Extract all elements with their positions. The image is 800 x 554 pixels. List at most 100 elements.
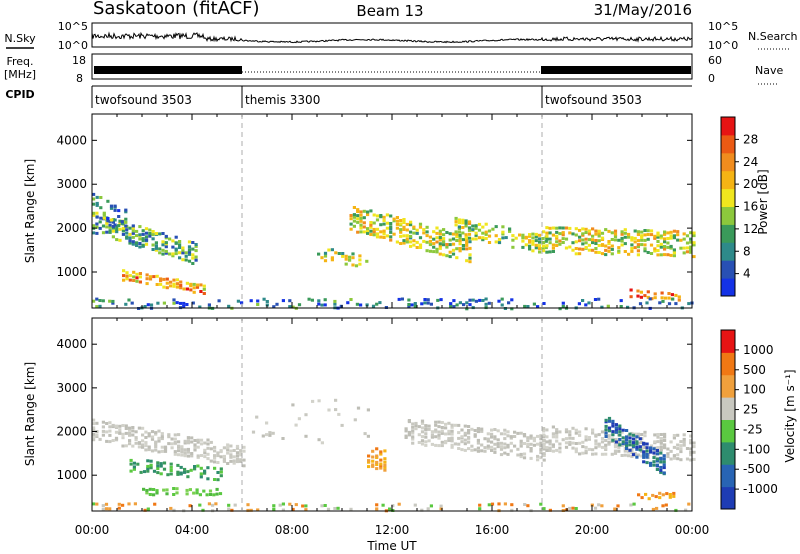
colorbar-swatch [721,486,735,510]
data-cell [481,236,485,240]
data-cell [442,228,446,232]
data-cell [584,435,588,439]
data-cell [635,442,639,446]
data-cell [232,449,236,452]
data-cell [167,435,171,439]
data-cell [349,227,353,231]
data-cell [222,457,226,461]
data-cell [124,220,128,224]
data-cell [452,299,456,303]
data-cell [445,243,449,246]
data-cell [587,436,591,439]
data-cell [176,472,180,476]
data-cell [275,302,279,306]
data-cell [568,430,572,434]
data-cell [242,458,246,462]
data-cell [191,262,195,265]
data-cell [687,502,691,506]
data-cell [428,243,432,247]
data-cell [604,428,608,432]
data-cell [183,439,187,443]
data-cell [643,249,647,253]
data-cell [545,231,549,235]
data-cell [145,491,149,495]
data-cell [594,433,598,437]
data-cell [643,229,647,232]
data-cell [458,301,462,305]
data-cell [414,427,418,431]
data-cell [411,422,415,426]
colorbar-tick-label: 1000 [743,343,774,357]
data-cell [474,231,478,235]
data-cell [196,440,200,444]
freq-frame [91,53,693,80]
data-cell [320,441,324,445]
data-cell [156,461,160,465]
data-cell [630,431,634,435]
data-cell [371,455,375,459]
data-cell [545,446,549,450]
data-cell [209,440,213,444]
data-cell [491,227,495,231]
data-cell [366,213,370,217]
data-cell [352,224,356,228]
data-cell [672,251,676,255]
data-cell [121,503,125,507]
data-cell [513,444,517,448]
data-cell [158,232,162,236]
data-cell [478,507,482,511]
data-cell [154,232,158,235]
data-cell [461,221,465,225]
data-cell [659,242,663,246]
data-cell [639,295,643,299]
data-cell [689,240,693,244]
data-cell [659,437,663,440]
data-cell [402,221,406,224]
data-cell [359,303,363,307]
data-cell [122,269,126,273]
data-cell [685,457,690,461]
data-cell [487,229,492,233]
data-cell [649,449,653,453]
nsky-trace [91,31,693,44]
data-cell [128,442,132,446]
data-cell [437,433,441,437]
data-cell [233,503,237,507]
data-cell [450,432,454,436]
data-cell [407,298,411,302]
data-cell [653,440,657,444]
data-cell [165,277,169,281]
data-cell [193,439,197,442]
data-cell [417,425,421,429]
data-cell [584,427,588,431]
data-cell [539,444,543,448]
data-cell [187,250,192,254]
data-cell [636,432,640,436]
data-cell [151,248,155,251]
data-cell [414,424,418,428]
data-cell [180,450,184,454]
colorbar-swatch [721,224,735,243]
data-cell [175,278,179,282]
data-cell [434,435,438,439]
data-cell [633,452,637,455]
data-cell [625,438,629,442]
data-cell [206,438,210,442]
data-cell [187,245,192,249]
data-cell [663,253,667,257]
data-cell [138,275,142,279]
data-cell [407,433,411,437]
data-cell [92,502,96,506]
data-cell [434,420,438,424]
data-cell [551,449,555,453]
colorbar-tick-label: 25 [743,403,758,417]
data-cell [162,488,166,492]
data-cell [467,232,472,236]
data-cell [181,248,185,252]
data-cell [372,227,376,231]
data-cell [438,246,442,250]
data-cell [486,446,490,450]
data-cell [607,249,611,253]
data-cell [227,503,231,507]
data-cell [548,442,552,446]
